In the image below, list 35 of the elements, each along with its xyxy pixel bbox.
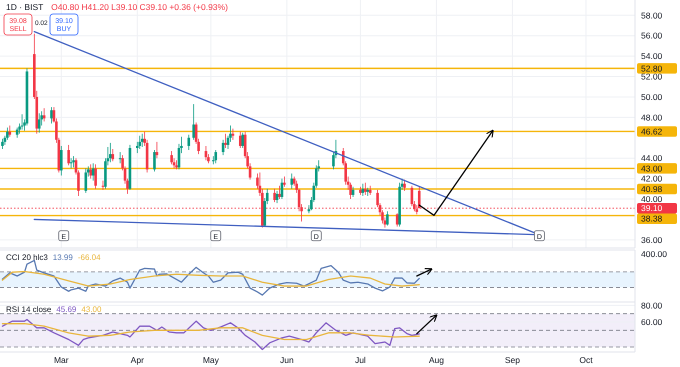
y-tick-label: 48.00 xyxy=(641,112,663,122)
y-tick-label: 44.00 xyxy=(641,153,663,164)
x-tick-label: Aug xyxy=(428,355,444,365)
y-tick-label: 60.00 xyxy=(641,317,663,327)
ref-line-label: 40.98 xyxy=(641,184,663,194)
x-tick-label: May xyxy=(202,355,220,365)
chart-title: CCI 20 hlc3 xyxy=(6,253,48,262)
annotation: 43.00 xyxy=(81,305,102,314)
y-tick-label: 80.00 xyxy=(641,300,663,310)
annotation: O40.80 H41.20 L39.10 C39.10 +0.36 (+0.93%) xyxy=(51,2,228,12)
ref-line-label: 39.10 xyxy=(641,203,663,214)
x-tick-label: Oct xyxy=(579,355,594,365)
ref-line-label: 46.62 xyxy=(641,126,663,136)
x-tick-label: Jul xyxy=(354,355,366,365)
annotation: 45.69 xyxy=(56,305,77,314)
text: 400.00 xyxy=(641,249,668,259)
annotation: -66.04 xyxy=(78,253,102,262)
y-tick-label: 54.00 xyxy=(641,51,663,62)
y-tick-label: 42.00 xyxy=(641,174,663,184)
x-tick-label: Jun xyxy=(280,355,294,365)
ref-line-label: 43.00 xyxy=(641,163,663,174)
x-tick-label: Apr xyxy=(130,355,144,365)
annotation: 13.99 xyxy=(52,253,74,262)
x-tick-label: Mar xyxy=(54,355,69,365)
y-tick-label: 52.00 xyxy=(641,72,663,82)
y-tick-label: 36.00 xyxy=(641,234,663,245)
chart-title: RSI 14 close xyxy=(6,305,52,314)
ref-line-label: 52.80 xyxy=(641,63,663,74)
y-tick-label: 56.00 xyxy=(641,30,663,41)
chart-subtitle: 1D · BIST xyxy=(6,2,44,12)
x-tick-label: Sep xyxy=(504,355,520,365)
ref-line-label: 38.38 xyxy=(641,214,663,224)
y-tick-label: 40.00 xyxy=(641,194,663,204)
y-tick-label: 50.00 xyxy=(641,92,663,102)
y-tick-label: 58.00 xyxy=(641,10,663,20)
